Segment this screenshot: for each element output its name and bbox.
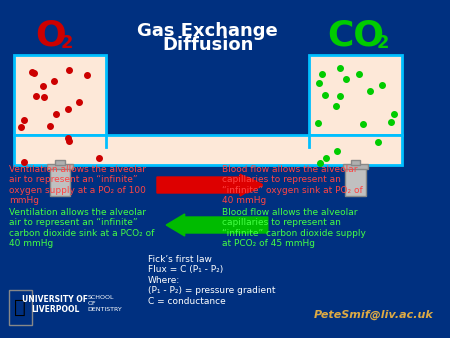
Text: PeteSmif@liv.ac.uk: PeteSmif@liv.ac.uk: [314, 310, 434, 320]
Text: Gas Exchange: Gas Exchange: [137, 22, 278, 40]
Bar: [14, 55, 106, 135]
Bar: [342, 164, 369, 169]
Bar: [309, 55, 402, 135]
Text: Blood flow allows the alveolar
capillaries to represent an
“infinite” carbon dio: Blood flow allows the alveolar capillari…: [221, 208, 365, 248]
Text: SCHOOL
OF
DENTISTRY: SCHOOL OF DENTISTRY: [88, 295, 122, 312]
Text: Ventilation allows the alveolar
air to represent an “infinite”
carbon dioxide si: Ventilation allows the alveolar air to r…: [9, 208, 155, 248]
Text: O: O: [36, 18, 66, 52]
Text: 🛡: 🛡: [14, 297, 26, 316]
FancyArrow shape: [166, 214, 268, 236]
Text: CO: CO: [327, 18, 384, 52]
Bar: [9, 290, 32, 325]
Bar: [55, 160, 65, 165]
Bar: [50, 168, 70, 196]
Bar: [47, 164, 73, 169]
Bar: [351, 160, 360, 165]
Bar: [345, 168, 366, 196]
Text: Fick’s first law
Flux = C (P₁ - P₂)
Where:
(P₁ - P₂) = pressure gradient
C = con: Fick’s first law Flux = C (P₁ - P₂) Wher…: [148, 255, 275, 306]
Text: UNIVERSITY OF
LIVERPOOL: UNIVERSITY OF LIVERPOOL: [22, 295, 88, 314]
FancyArrow shape: [157, 174, 259, 196]
Text: 2: 2: [377, 34, 389, 52]
Text: 2: 2: [60, 34, 73, 52]
Text: Diffusion: Diffusion: [162, 36, 253, 54]
Text: Blood flow allows the alveolar
capillaries to represent an
“infinite” oxygen sin: Blood flow allows the alveolar capillari…: [221, 165, 362, 205]
Text: Ventilation allows the alveolar
air to represent an “infinite”
oxygen supply at : Ventilation allows the alveolar air to r…: [9, 165, 146, 205]
Bar: [14, 135, 402, 165]
